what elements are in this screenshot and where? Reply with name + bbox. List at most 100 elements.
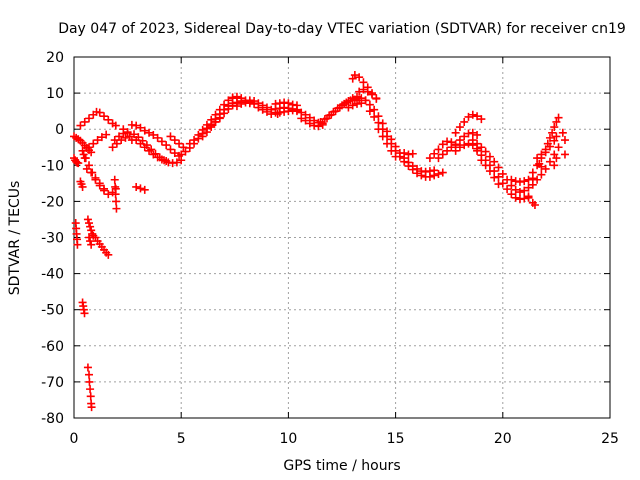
data-point — [537, 150, 546, 159]
data-point — [507, 190, 516, 199]
data-point — [434, 154, 443, 163]
data-point — [451, 146, 460, 155]
data-point — [434, 145, 443, 154]
data-point — [140, 143, 149, 152]
data-point — [460, 132, 469, 141]
data-point — [316, 117, 325, 126]
data-point — [460, 141, 469, 150]
data-point — [132, 182, 141, 191]
data-point — [220, 100, 229, 109]
y-tick-label: -50 — [41, 303, 64, 319]
data-point — [175, 139, 184, 148]
data-point — [383, 139, 392, 148]
data-point — [87, 148, 96, 157]
data-point — [254, 103, 263, 112]
y-tick-label: 20 — [46, 50, 64, 66]
data-point — [224, 104, 233, 113]
data-point — [97, 133, 106, 142]
x-tick-label: 20 — [494, 431, 512, 447]
data-point — [198, 132, 207, 141]
data-point — [202, 124, 211, 133]
data-point — [425, 154, 434, 163]
data-point — [417, 171, 426, 180]
data-point — [485, 152, 494, 161]
data-point — [95, 108, 104, 117]
data-point — [102, 130, 111, 139]
y-tick-label: -70 — [41, 375, 64, 391]
data-point — [136, 139, 145, 148]
data-point — [552, 132, 561, 141]
data-point — [153, 133, 162, 142]
data-point — [95, 179, 104, 188]
data-point — [149, 150, 158, 159]
data-point — [434, 169, 443, 178]
data-point — [112, 139, 121, 148]
data-point — [162, 141, 171, 150]
data-point — [438, 168, 447, 177]
data-point — [145, 146, 154, 155]
data-point — [157, 137, 166, 146]
data-point — [361, 96, 370, 105]
data-point — [545, 133, 554, 142]
x-axis-label: GPS time / hours — [283, 458, 400, 474]
data-point — [552, 154, 561, 163]
data-point — [111, 190, 120, 199]
data-point — [481, 161, 490, 170]
data-point — [537, 162, 546, 171]
data-point — [359, 78, 368, 87]
data-point — [447, 143, 456, 152]
data-point — [340, 99, 349, 108]
data-point — [267, 110, 276, 119]
data-point — [74, 159, 83, 168]
x-tick-label: 25 — [601, 431, 619, 447]
data-point — [498, 169, 507, 178]
data-point — [190, 136, 199, 145]
data-point — [378, 132, 387, 141]
data-point — [166, 132, 175, 141]
data-point — [438, 150, 447, 159]
data-point — [391, 152, 400, 161]
data-point — [528, 168, 537, 177]
data-point — [87, 226, 96, 235]
data-point — [464, 139, 473, 148]
data-point — [348, 101, 357, 110]
data-point — [130, 130, 139, 139]
data-point — [83, 363, 92, 372]
data-point — [93, 136, 102, 145]
data-point — [297, 114, 306, 123]
data-point — [545, 157, 554, 166]
data-point — [111, 121, 120, 130]
data-point — [132, 136, 141, 145]
data-point — [215, 105, 224, 114]
data-point — [372, 94, 381, 103]
data-point — [100, 112, 109, 121]
data-point — [80, 309, 89, 318]
data-point — [494, 163, 503, 172]
data-point — [100, 184, 109, 193]
data-point — [524, 183, 533, 192]
y-tick-label: -80 — [41, 411, 64, 427]
data-point — [425, 172, 434, 181]
data-point — [408, 165, 417, 174]
data-point — [473, 130, 482, 139]
data-point — [515, 188, 524, 197]
data-point — [172, 158, 181, 167]
data-point — [524, 193, 533, 202]
y-tick-label: -40 — [41, 267, 64, 283]
y-tick-label: -10 — [41, 158, 64, 174]
data-point — [430, 171, 439, 180]
data-point — [541, 145, 550, 154]
data-point — [455, 143, 464, 152]
data-point — [86, 385, 95, 394]
data-point — [185, 139, 194, 148]
data-point — [86, 237, 95, 246]
data-point — [490, 173, 499, 182]
data-point — [301, 116, 310, 125]
data-point — [89, 139, 98, 148]
data-point — [350, 71, 359, 80]
data-point — [558, 128, 567, 137]
data-point — [554, 113, 563, 122]
data-point — [464, 112, 473, 121]
data-point — [85, 233, 94, 242]
